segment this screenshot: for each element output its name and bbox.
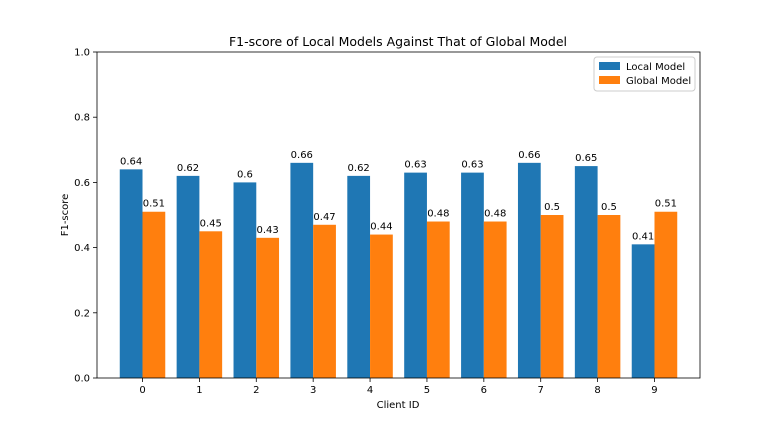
data-label-local-5: 0.63 [404,160,426,171]
bar-local-2 [233,182,257,378]
data-label-global-3: 0.47 [313,212,335,223]
legend-swatch-local [599,62,620,70]
bar-global-4 [370,234,393,378]
x-tick-label: 4 [367,385,373,396]
y-tick-label: 1.0 [74,48,90,59]
x-axis-label: Client ID [377,400,420,411]
data-label-global-7: 0.5 [544,202,560,213]
data-label-global-1: 0.45 [200,218,222,229]
x-tick-label: 9 [651,385,657,396]
legend-label-global: Global Model [626,76,691,87]
bar-local-3 [290,162,314,378]
bar-global-8 [597,215,621,378]
data-label-local-9: 0.41 [632,231,654,242]
y-tick-label: 0.4 [74,243,90,254]
x-tick-label: 7 [538,385,544,396]
chart-title: F1-score of Local Models Against That of… [229,34,567,49]
data-label-global-8: 0.5 [601,202,617,213]
x-tick-label: 2 [253,385,259,396]
data-labels-layer: 0.64 0.62 0.6 0.66 0.62 0.63 0.63 0.66 0.65 0.41 0… [120,150,677,243]
y-tick-label: 0.2 [74,308,90,319]
y-tick-label: 0.0 [74,374,90,385]
x-tick-label: 5 [424,385,430,396]
data-label-local-3: 0.66 [291,150,313,161]
bar-local-8 [574,166,598,378]
bar-local-9 [631,244,655,378]
bars-layer [119,162,678,378]
data-label-global-0: 0.51 [143,199,165,210]
data-label-local-4: 0.62 [348,163,370,174]
y-axis-label: F1-score [60,194,71,237]
axes-layer: 0.0 0.2 0.4 0.6 0.8 1.0 0 1 2 3 4 5 6 7 8 9 [74,48,701,396]
x-tick-label: 6 [481,385,487,396]
y-tick-label: 0.8 [74,113,90,124]
data-label-global-6: 0.48 [484,209,506,220]
bar-local-7 [517,162,541,378]
data-label-local-0: 0.64 [120,156,142,167]
bar-global-0 [142,211,166,378]
bar-global-3 [313,224,336,378]
bar-global-9 [654,211,678,378]
plot-frame [96,51,701,379]
data-label-global-2: 0.43 [257,225,279,236]
data-label-local-2: 0.6 [237,169,253,180]
bar-global-5 [426,221,450,378]
y-tick-label: 0.6 [74,178,90,189]
x-tick-label: 1 [196,385,202,396]
data-label-global-9: 0.51 [655,199,677,210]
bar-local-6 [461,172,484,378]
x-tick-label: 0 [139,385,145,396]
data-label-global-5: 0.48 [427,209,449,220]
bar-local-5 [404,172,427,378]
bar-global-7 [540,215,564,378]
data-label-local-8: 0.65 [575,153,597,164]
data-label-local-7: 0.66 [518,150,540,161]
bar-global-6 [483,221,507,378]
data-label-local-6: 0.63 [461,160,483,171]
bar-local-4 [347,175,371,378]
x-tick-label: 3 [310,385,316,396]
data-label-global-4: 0.44 [370,222,392,233]
legend-swatch-global [599,76,620,84]
bar-global-2 [256,237,280,378]
legend: Local Model Global Model [593,56,696,92]
bar-local-0 [119,169,143,378]
bar-local-1 [176,175,200,378]
x-tick-label: 8 [594,385,600,396]
data-label-local-1: 0.62 [177,163,199,174]
bar-global-1 [199,231,223,378]
legend-label-local: Local Model [626,62,685,73]
